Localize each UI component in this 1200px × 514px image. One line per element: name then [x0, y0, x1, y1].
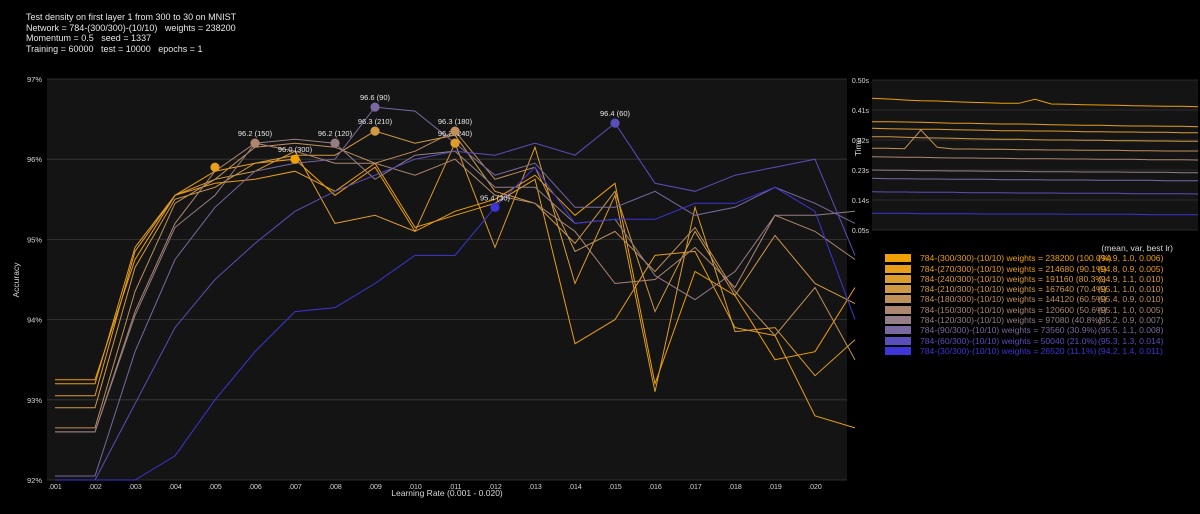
legend-label: 784-(240/300)-(10/10) weights = 191160 (…: [920, 274, 1106, 284]
time-plot-area: [872, 80, 1198, 230]
legend-swatch: [885, 337, 911, 345]
legend-stat: (95.3, 1.3, 0.014): [1098, 336, 1163, 346]
legend-swatch: [885, 347, 911, 355]
x-tick-label: .005: [208, 484, 222, 491]
x-tick-label: .002: [88, 484, 102, 491]
legend-stat: (94.2, 1.4, 0.011): [1098, 346, 1163, 356]
legend-stat: (94.8, 0.9, 0.005): [1098, 264, 1163, 274]
x-tick-label: .020: [808, 484, 822, 491]
y-tick-label: 96%: [27, 155, 42, 164]
x-tick-label: .003: [128, 484, 142, 491]
y-tick-label: 94%: [27, 316, 42, 325]
x-tick-label: .019: [768, 484, 782, 491]
best-label: 96.0 (300): [278, 145, 313, 154]
best-marker: [610, 119, 619, 128]
legend-label: 784-(120/300)-(10/10) weights = 97080 (4…: [920, 315, 1102, 325]
legend-stat: (95.1, 1.0, 0.010): [1098, 284, 1163, 294]
legend-label: 784-(180/300)-(10/10) weights = 144120 (…: [920, 294, 1107, 304]
legend-stat: (95.2, 0.9, 0.007): [1098, 315, 1163, 325]
best-marker: [490, 203, 499, 212]
main-y-ticks: 92% 93% 94% 95% 96% 97%: [27, 75, 42, 485]
legend-item: 784-(210/300)-(10/10) weights = 167640 (…: [885, 284, 1175, 294]
x-axis-label: Learning Rate (0.001 - 0.020): [391, 488, 503, 498]
x-tick-label: .004: [168, 484, 182, 491]
legend-swatch: [885, 275, 911, 283]
x-tick-label: .007: [288, 484, 302, 491]
legend-swatch: [885, 285, 911, 293]
y-tick-label: 95%: [27, 235, 42, 244]
legend-stat: (95.5, 1.1, 0.008): [1098, 325, 1163, 335]
legend-label: 784-(90/300)-(10/10) weights = 73560 (30…: [920, 325, 1097, 335]
legend-swatch: [885, 295, 911, 303]
legend-item: 784-(150/300)-(10/10) weights = 120600 (…: [885, 305, 1175, 315]
time-tick-label: 0.50s: [852, 78, 870, 85]
y-tick-label: 97%: [27, 75, 42, 84]
best-label: 95.4 (30): [480, 193, 511, 202]
best-marker: [250, 139, 259, 148]
best-marker: [290, 155, 299, 164]
best-marker: [370, 127, 379, 136]
x-tick-label: .001: [48, 484, 62, 491]
legend-label: 784-(150/300)-(10/10) weights = 120600 (…: [920, 305, 1107, 315]
legend-stat: (94.9, 1.1, 0.010): [1098, 274, 1163, 284]
best-marker: [370, 102, 379, 111]
x-tick-label: .008: [328, 484, 342, 491]
legend-item: 784-(120/300)-(10/10) weights = 97080 (4…: [885, 315, 1175, 325]
y-tick-label: 92%: [27, 476, 42, 485]
legend-stat: (94.9, 1.0, 0.006): [1098, 253, 1163, 263]
legend-item: 784-(270/300)-(10/10) weights = 214680 (…: [885, 264, 1175, 274]
x-tick-label: .009: [368, 484, 382, 491]
legend-swatch: [885, 306, 911, 314]
best-marker: [450, 139, 459, 148]
best-label: 96.3 (210): [358, 117, 393, 126]
time-tick-label: 0.23s: [852, 168, 870, 175]
legend-item: 784-(240/300)-(10/10) weights = 191160 (…: [885, 274, 1175, 284]
best-marker: [210, 163, 219, 172]
x-tick-label: .018: [728, 484, 742, 491]
legend-label: 784-(30/300)-(10/10) weights = 26520 (11…: [920, 346, 1096, 356]
time-tick-label: 0.05s: [852, 228, 870, 235]
x-tick-label: .014: [568, 484, 582, 491]
legend-item: 784-(30/300)-(10/10) weights = 26520 (11…: [885, 346, 1175, 356]
legend-label: 784-(300/300)-(10/10) weights = 238200 (…: [920, 253, 1111, 263]
best-label: 96.2 (150): [238, 129, 273, 138]
best-marker: [330, 139, 339, 148]
legend: (mean, var, best lr) 784-(300/300)-(10/1…: [885, 243, 1175, 356]
best-marker: [450, 127, 459, 136]
best-label: 96.2 (120): [318, 129, 353, 138]
time-axis-label: Time: [853, 137, 863, 156]
x-tick-label: .013: [528, 484, 542, 491]
time-tick-label: 0.41s: [852, 108, 870, 115]
y-tick-label: 93%: [27, 396, 42, 405]
x-tick-label: .017: [688, 484, 702, 491]
best-label: 96.3 (180): [438, 117, 473, 126]
legend-item: 784-(60/300)-(10/10) weights = 50040 (21…: [885, 336, 1175, 346]
legend-item: 784-(180/300)-(10/10) weights = 144120 (…: [885, 294, 1175, 304]
best-label: 96.6 (90): [360, 93, 391, 102]
best-label: 96.4 (60): [600, 109, 631, 118]
legend-item: 784-(300/300)-(10/10) weights = 238200 (…: [885, 253, 1175, 263]
legend-item: 784-(90/300)-(10/10) weights = 73560 (30…: [885, 325, 1175, 335]
legend-label: 784-(270/300)-(10/10) weights = 214680 (…: [920, 264, 1107, 274]
legend-swatch: [885, 316, 911, 324]
x-tick-label: .016: [648, 484, 662, 491]
y-axis-label: Accuracy: [11, 262, 21, 298]
legend-header: (mean, var, best lr): [885, 243, 1175, 253]
legend-rows: 784-(300/300)-(10/10) weights = 238200 (…: [885, 253, 1175, 356]
legend-swatch: [885, 326, 911, 334]
time-tick-label: 0.14s: [852, 198, 870, 205]
x-tick-label: .015: [608, 484, 622, 491]
legend-label: 784-(210/300)-(10/10) weights = 167640 (…: [920, 284, 1107, 294]
legend-swatch: [885, 254, 911, 262]
legend-label: 784-(60/300)-(10/10) weights = 50040 (21…: [920, 336, 1097, 346]
legend-stat: (95.4, 0.9, 0.010): [1098, 294, 1163, 304]
x-tick-label: .006: [248, 484, 262, 491]
legend-stat: (95.1, 1.0, 0.005): [1098, 305, 1163, 315]
legend-swatch: [885, 265, 911, 273]
